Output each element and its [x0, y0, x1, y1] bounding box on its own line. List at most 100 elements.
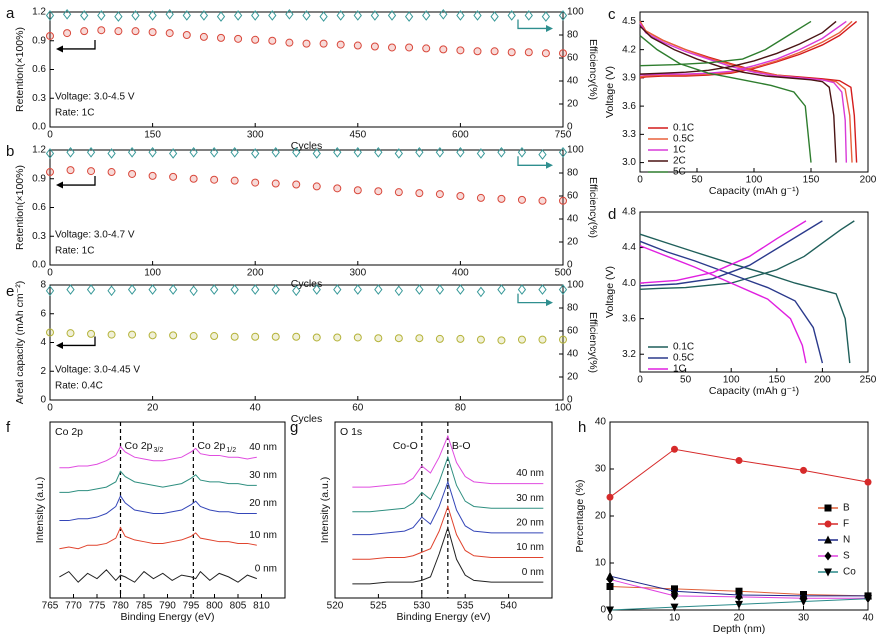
x-tick-label: 50 [680, 375, 692, 386]
marker [476, 335, 485, 344]
curve-discharge [639, 22, 848, 163]
marker [476, 193, 485, 202]
marker [439, 8, 448, 20]
arrow-head [546, 299, 553, 307]
series-label: 20 nm [249, 498, 277, 509]
legend-label: 2C [673, 156, 686, 167]
y-tick-label: 0.0 [32, 122, 46, 133]
marker [524, 48, 533, 57]
curve-discharge [639, 21, 853, 163]
marker [165, 29, 174, 38]
marker [336, 40, 345, 49]
marker [182, 31, 191, 39]
marker [127, 146, 137, 158]
marker [476, 148, 486, 159]
marker [268, 10, 277, 21]
panel-letter: e [6, 283, 14, 300]
marker [148, 284, 157, 295]
peak-label: Co 2p [125, 440, 153, 452]
plot-frame [49, 284, 564, 401]
x-tick-label: 0 [607, 613, 613, 624]
x-tick-label: 150 [144, 130, 161, 141]
panel-letter: h [578, 419, 586, 436]
marker [606, 493, 614, 501]
marker [456, 10, 465, 21]
marker [189, 174, 198, 183]
marker [189, 146, 198, 158]
marker [182, 10, 191, 21]
marker [251, 284, 260, 295]
marker [370, 42, 379, 51]
marker [353, 10, 362, 21]
marker [374, 146, 383, 158]
marker [864, 478, 872, 486]
x-tick-label: 200 [860, 175, 877, 186]
marker [473, 47, 482, 56]
marker [824, 551, 832, 561]
marker [490, 47, 499, 56]
series-label: 30 nm [516, 493, 544, 504]
marker [268, 36, 277, 45]
x-tick-label: 770 [65, 601, 82, 612]
arrow-head [56, 341, 63, 349]
marker [127, 284, 137, 295]
curve-charge [639, 20, 847, 76]
y-tick-label: 0.3 [32, 93, 46, 104]
marker [97, 10, 106, 21]
marker [387, 10, 397, 21]
y-axis-label: Intensity (a.u.) [34, 477, 46, 544]
y-tick-label: 0 [600, 605, 606, 616]
series-label: 30 nm [249, 470, 277, 481]
legend-label: 0.5C [673, 134, 694, 145]
marker [671, 445, 678, 453]
peak-label-sub: 3/2 [154, 447, 164, 454]
arrow [58, 336, 96, 347]
x-tick-label: 600 [452, 130, 469, 141]
series-line [609, 448, 869, 498]
marker [86, 146, 96, 158]
series-label: 20 nm [516, 518, 544, 529]
marker [45, 148, 55, 159]
y2-tick-label: 20 [567, 237, 579, 248]
annotation: Voltage: 3.0-4.5 V [55, 92, 135, 103]
curve-charge [639, 220, 823, 287]
y-tick-label: 0.6 [32, 64, 46, 75]
marker [169, 172, 178, 181]
x-tick-label: 775 [89, 601, 106, 612]
marker [114, 11, 123, 22]
panel-letter: d [608, 206, 616, 223]
peak-label: B-O [452, 440, 471, 452]
series-label: 40 nm [249, 442, 277, 453]
annotation: Rate: 0.4C [55, 381, 103, 392]
marker [233, 10, 243, 21]
arrow-head [56, 181, 63, 189]
marker [86, 284, 96, 295]
marker [507, 10, 516, 21]
x-tick-label: 805 [230, 601, 247, 612]
x-tick-label: 525 [370, 601, 387, 612]
y2-tick-label: 80 [567, 30, 579, 41]
marker [148, 171, 157, 180]
marker [210, 332, 219, 341]
marker [799, 598, 808, 607]
y2-tick-label: 60 [567, 53, 579, 64]
marker [476, 286, 486, 298]
marker [394, 148, 403, 159]
marker [517, 335, 526, 344]
marker [148, 146, 157, 158]
x-tick-label: 765 [42, 601, 59, 612]
x-tick-label: 0 [637, 375, 643, 386]
marker [107, 330, 116, 339]
panel-letter: f [6, 419, 11, 436]
marker [230, 146, 239, 158]
marker [497, 284, 506, 295]
legend-label: 0.5C [673, 353, 694, 364]
marker [63, 29, 72, 38]
y-tick-label: 40 [595, 417, 607, 428]
marker [312, 333, 321, 342]
y-tick-label: 4.2 [622, 44, 636, 55]
panel-title: O 1s [340, 426, 362, 438]
series-label: 10 nm [516, 542, 544, 553]
y-tick-label: 4.8 [622, 207, 636, 218]
marker [45, 10, 55, 21]
